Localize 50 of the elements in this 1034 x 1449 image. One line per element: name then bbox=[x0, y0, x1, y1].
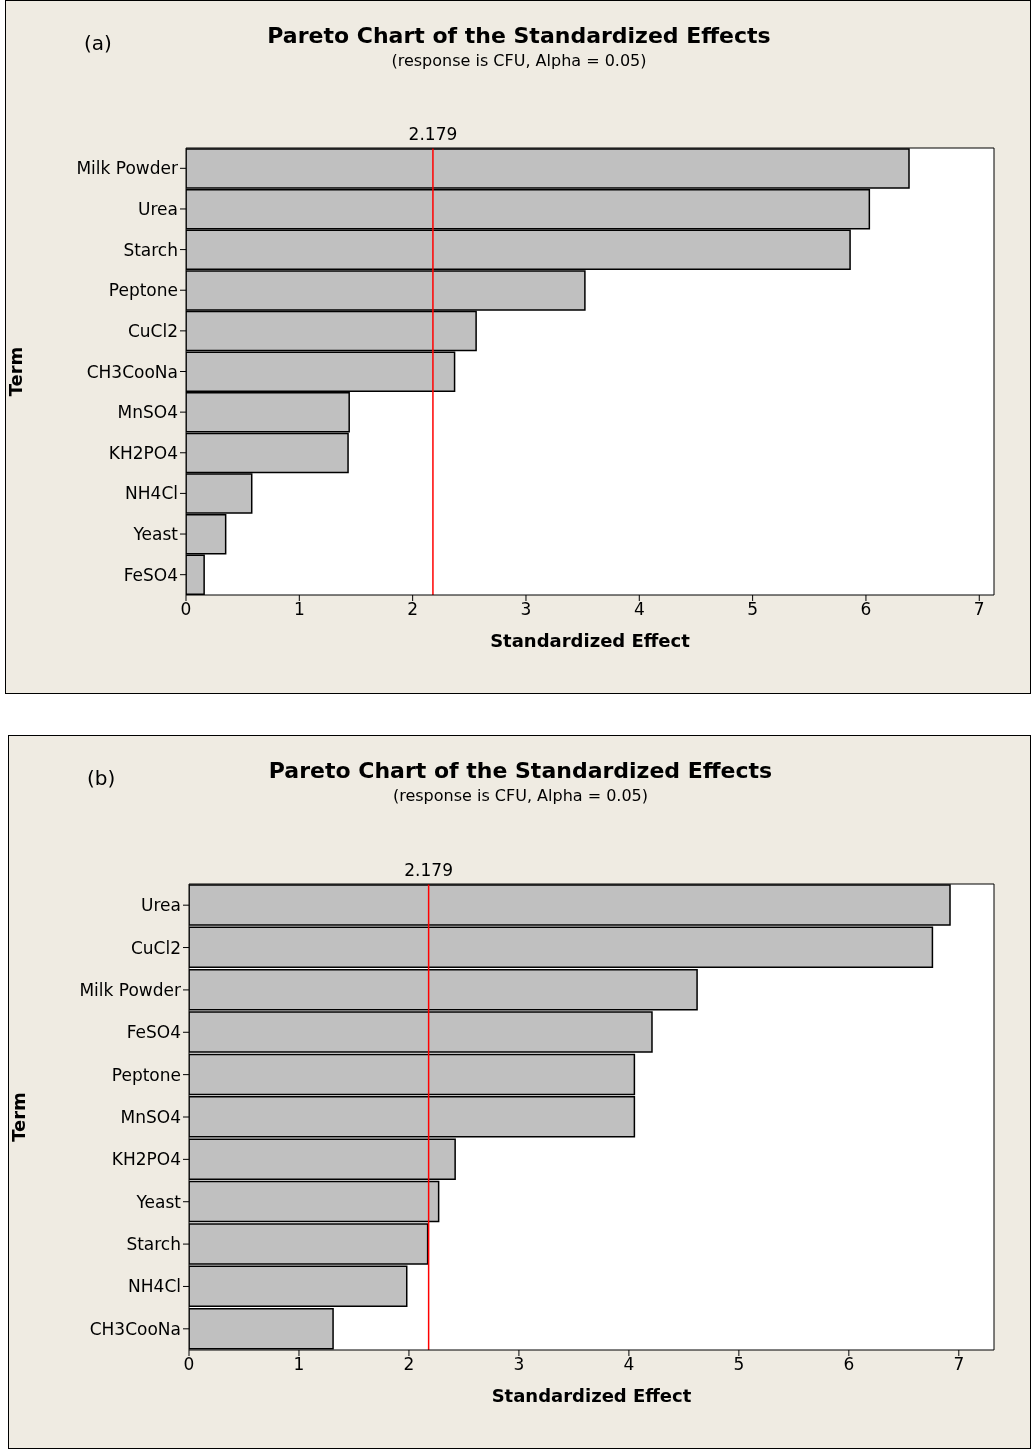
x-tick-label: 0 bbox=[180, 599, 192, 620]
y-tick-label: CH3CooNa bbox=[86, 361, 178, 382]
y-tick-label: Starch bbox=[123, 239, 178, 260]
chart-title: Pareto Chart of the Standardized Effects bbox=[268, 758, 773, 783]
x-tick-label: 2 bbox=[407, 599, 419, 620]
x-tick-label: 4 bbox=[633, 599, 645, 620]
x-tick-label: 7 bbox=[973, 599, 985, 620]
y-tick-label: Milk Powder bbox=[76, 158, 178, 179]
y-tick-label: Milk Powder bbox=[79, 979, 181, 1000]
x-tick-label: 1 bbox=[293, 1354, 305, 1375]
y-tick-label: CuCl2 bbox=[130, 937, 181, 958]
y-axis-title: Term bbox=[5, 346, 27, 397]
ref-line-label: 2.179 bbox=[404, 860, 453, 880]
y-tick-label: NH4Cl bbox=[128, 1276, 181, 1297]
y-tick-label: Peptone bbox=[111, 1064, 181, 1085]
y-tick-label: FeSO4 bbox=[126, 1022, 181, 1043]
y-tick-label: CuCl2 bbox=[127, 320, 178, 341]
x-axis-title: Standardized Effect bbox=[491, 1385, 692, 1406]
x-tick-label: 1 bbox=[293, 599, 305, 620]
x-tick-label: 7 bbox=[953, 1354, 965, 1375]
y-tick-label: NH4Cl bbox=[125, 483, 178, 504]
chart-subtitle: (response is CFU, Alpha = 0.05) bbox=[391, 51, 647, 70]
y-tick-label: Urea bbox=[141, 895, 181, 916]
chart-title: Pareto Chart of the Standardized Effects bbox=[267, 23, 771, 48]
y-tick-label: KH2PO4 bbox=[111, 1149, 181, 1170]
text: (a) bbox=[84, 31, 112, 55]
x-tick-label: 2 bbox=[403, 1354, 415, 1375]
chart-subtitle: (response is CFU, Alpha = 0.05) bbox=[392, 786, 649, 805]
x-tick-label: 3 bbox=[520, 599, 532, 620]
x-tick-label: 4 bbox=[623, 1354, 635, 1375]
y-tick-label: Urea bbox=[138, 198, 178, 219]
y-tick-label: Starch bbox=[126, 1234, 181, 1255]
text: (b) bbox=[87, 766, 116, 790]
x-axis-title: Standardized Effect bbox=[490, 630, 691, 651]
x-tick-label: 5 bbox=[733, 1354, 745, 1375]
x-tick-label: 6 bbox=[843, 1354, 855, 1375]
y-tick-label: MnSO4 bbox=[120, 1107, 181, 1128]
y-tick-label: CH3CooNa bbox=[89, 1318, 181, 1339]
y-tick-label: Peptone bbox=[108, 280, 178, 301]
x-tick-label: 5 bbox=[747, 599, 759, 620]
y-tick-label: KH2PO4 bbox=[108, 442, 178, 463]
y-tick-label: Yeast bbox=[135, 1191, 182, 1212]
x-tick-label: 3 bbox=[513, 1354, 525, 1375]
x-tick-label: 0 bbox=[183, 1354, 195, 1375]
y-tick-label: FeSO4 bbox=[123, 564, 178, 585]
x-tick-label: 6 bbox=[860, 599, 872, 620]
ref-line-label: 2.179 bbox=[408, 124, 458, 144]
y-tick-label: MnSO4 bbox=[117, 402, 178, 423]
y-tick-label: Yeast bbox=[132, 524, 179, 545]
y-axis-title: Term bbox=[8, 1092, 30, 1142]
